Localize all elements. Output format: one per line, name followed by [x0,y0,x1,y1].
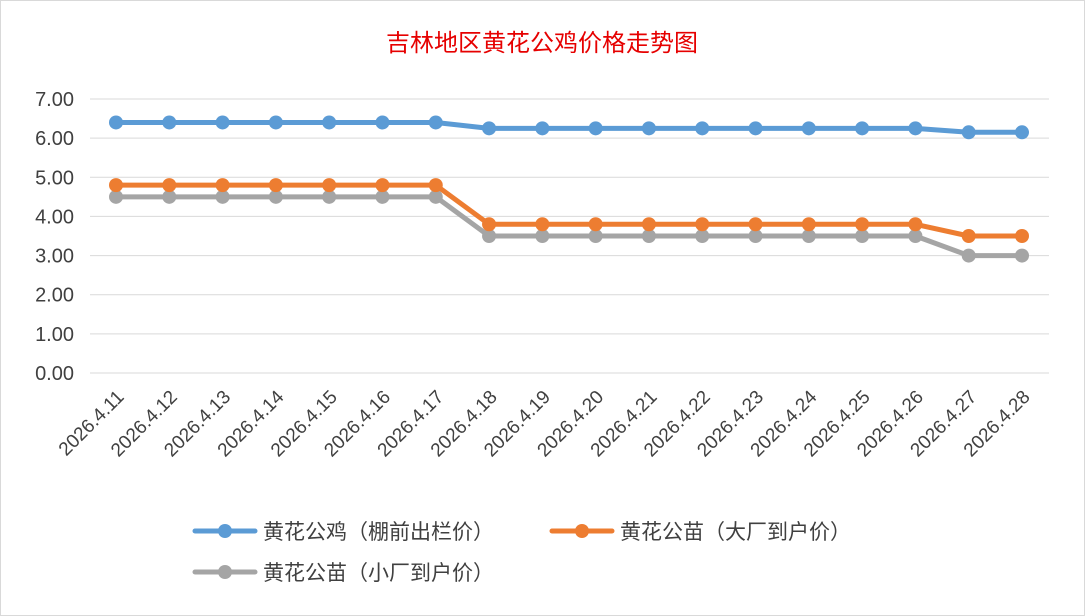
chart-title: 吉林地区黄花公鸡价格走势图 [386,29,698,57]
data-point [375,178,390,193]
data-point [322,115,337,130]
data-point [535,229,550,243]
series [109,115,1029,140]
data-point [109,178,123,193]
data-point [215,178,230,193]
data-point [322,178,337,193]
data-point [428,115,443,130]
legend-label: 黄花公鸡（棚前出栏价） [263,520,494,544]
y-tick-label: 6.00 [35,128,74,150]
legend-item: 黄花公鸡（棚前出栏价） [192,520,494,544]
y-tick-label: 0.00 [35,363,74,385]
data-point [109,189,123,204]
data-point [641,217,656,232]
data-point [215,115,230,130]
y-tick-label: 7.00 [35,89,74,111]
data-point [268,115,283,130]
data-point [588,229,603,243]
legend-swatch-marker [575,524,589,538]
x-axis-ticks: 2026.4.112026.4.122026.4.132026.4.142026… [55,386,1035,461]
y-axis-ticks: 0.00 1.00 2.00 3.00 4.00 5.00 6.00 7.00 [35,89,74,385]
data-point [748,121,763,136]
data-point [375,115,390,130]
data-point [535,121,550,136]
data-point [961,125,976,140]
data-point [641,229,656,243]
data-point [855,217,870,232]
y-tick-label: 3.00 [35,246,74,268]
y-tick-label: 5.00 [35,167,74,189]
data-point [1015,125,1029,140]
data-point [855,229,870,243]
data-point [801,229,816,243]
y-tick-label: 4.00 [35,206,74,228]
data-point [908,229,923,243]
data-point [801,121,816,136]
data-point [855,121,870,136]
legend: 黄花公鸡（棚前出栏价） 黄花公苗（大厂到户价） 黄花公苗（小厂到户价） [192,520,851,585]
data-point [268,178,283,193]
legend-swatch-marker [218,565,232,579]
data-point [162,115,177,130]
data-point [695,121,710,136]
data-point [748,229,763,243]
legend-label: 黄花公苗（大厂到户价） [620,520,851,544]
series-line [113,119,1025,135]
data-point [428,189,443,204]
data-point [482,217,497,232]
data-point [482,121,497,136]
data-point [748,217,763,232]
data-point [535,217,550,232]
data-point [588,121,603,136]
data-point [1015,229,1029,243]
series-line [113,182,1025,239]
data-point [268,189,283,204]
data-point [109,115,123,130]
y-tick-label: 2.00 [35,285,74,307]
series-lines [109,115,1029,263]
data-point [801,217,816,232]
data-point [908,121,923,136]
series [109,178,1029,243]
data-point [695,217,710,232]
data-point [908,217,923,232]
data-point [322,189,337,204]
legend-item: 黄花公苗（小厂到户价） [192,561,494,585]
data-point [588,217,603,232]
series [109,189,1029,263]
legend-label: 黄花公苗（小厂到户价） [263,561,494,585]
data-point [162,189,177,204]
data-point [695,229,710,243]
legend-swatch-marker [218,524,232,538]
y-tick-label: 1.00 [35,324,74,346]
data-point [961,248,976,263]
data-point [482,229,497,243]
legend-item: 黄花公苗（大厂到户价） [549,520,851,544]
data-point [641,121,656,136]
data-point [1015,248,1029,263]
data-point [428,178,443,193]
series-line [113,194,1025,259]
data-point [162,178,177,193]
data-point [961,229,976,243]
data-point [375,189,390,204]
data-point [215,189,230,204]
gridlines [90,98,1049,374]
